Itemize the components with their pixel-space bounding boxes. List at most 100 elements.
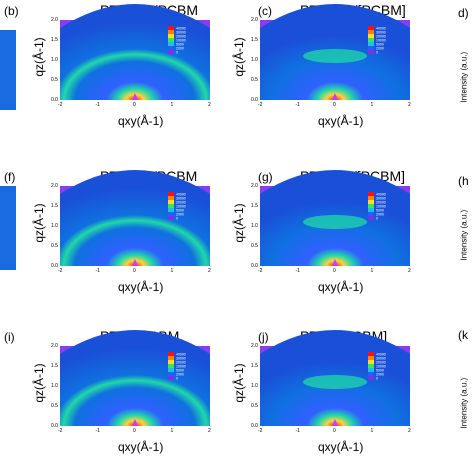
- colorbar-tick: 40000: [376, 27, 386, 31]
- colorbar-tick: 30000: [376, 197, 386, 201]
- colorbar-tick: 5000: [176, 209, 184, 213]
- y-tick: 0.5: [251, 243, 258, 249]
- colorbar-tick: 20000: [176, 35, 186, 39]
- intensity-label-top: Intensity (a.u.): [459, 51, 469, 103]
- colorbar-tick: 40000: [176, 353, 186, 357]
- y-tick: 1.5: [51, 203, 58, 209]
- y-tick: 0.0: [251, 263, 258, 269]
- y-axis-label-j: qz(Å-1): [232, 363, 246, 403]
- colorbar-tick: 30000: [176, 31, 186, 35]
- x-tick: -1: [295, 102, 300, 108]
- lamellar-arc: [303, 49, 367, 63]
- y-tick: 1.0: [251, 57, 258, 63]
- beamstop-marker: [132, 259, 138, 266]
- x-tick: 1: [370, 268, 374, 274]
- colorbar-tick: 20000: [376, 361, 386, 365]
- x-tick: 0: [133, 102, 136, 108]
- y-tick: 1.0: [51, 383, 58, 389]
- lamellar-arc: [303, 215, 367, 229]
- colorbar-tick: 0: [376, 51, 378, 55]
- x-tick: 2: [408, 102, 411, 108]
- y-tick: 0.5: [51, 77, 58, 83]
- colorbar-tick: 30000: [176, 197, 186, 201]
- colorbar-tick: 0: [176, 217, 178, 221]
- x-tick: 0: [333, 268, 336, 274]
- x-tick: 1: [370, 102, 374, 108]
- colorbar-tick: 2000: [376, 373, 384, 377]
- y-tick: 0.5: [251, 403, 258, 409]
- x-tick: 1: [170, 102, 174, 108]
- y-tick: 2.0: [51, 183, 58, 189]
- y-axis-label-i: qz(Å-1): [32, 363, 46, 403]
- x-tick: -2: [58, 268, 63, 274]
- x-tick: -1: [95, 268, 100, 274]
- colorbar-tick: 20000: [176, 201, 186, 205]
- y-axis-label-f: qz(Å-1): [32, 203, 46, 243]
- x-tick: 0: [333, 102, 336, 108]
- y-tick: 0.0: [51, 423, 58, 429]
- x-tick: -1: [95, 102, 100, 108]
- y-tick: 2.0: [251, 343, 258, 349]
- colorbar-tick: 5000: [376, 43, 384, 47]
- beamstop-marker: [132, 93, 138, 100]
- x-tick: 1: [370, 428, 374, 434]
- colorbar-tick: 10000: [376, 205, 386, 209]
- x-axis-label-j: qxy(Å-1): [318, 440, 364, 454]
- colorbar-tick: 0: [376, 217, 378, 221]
- y-tick: 1.0: [51, 57, 58, 63]
- colorbar-tick: 0: [376, 377, 378, 381]
- colorbar-tick: 5000: [176, 369, 184, 373]
- y-tick: 1.0: [251, 383, 258, 389]
- colorbar-tick: 2000: [176, 373, 184, 377]
- colorbar-tick: 0: [176, 51, 178, 55]
- panel-label-j: (j): [258, 330, 269, 344]
- edge-label-h: (h: [458, 174, 469, 188]
- y-tick: 0.0: [251, 423, 258, 429]
- x-tick: 2: [208, 428, 211, 434]
- x-tick: 0: [133, 268, 136, 274]
- colorbar-tick: 10000: [376, 39, 386, 43]
- panel-label-c: (c): [258, 4, 272, 18]
- y-tick: 1.0: [251, 223, 258, 229]
- y-axis-label-c: qz(Å-1): [232, 37, 246, 77]
- x-tick: -2: [258, 268, 263, 274]
- y-tick: 0.0: [51, 263, 58, 269]
- colorbar-tick: 0: [176, 377, 178, 381]
- y-tick: 2.0: [251, 183, 258, 189]
- scattering-region: [60, 330, 210, 426]
- x-tick: -2: [258, 102, 263, 108]
- colorbar-tick: 40000: [376, 353, 386, 357]
- scattering-region: [60, 170, 210, 266]
- left-edge-panel-mid: [0, 186, 16, 270]
- colorbar-tick: 2000: [376, 213, 384, 217]
- panel-label-b: (b): [4, 4, 19, 18]
- y-tick: 0.0: [251, 97, 258, 103]
- x-tick: -2: [58, 428, 63, 434]
- y-tick: 2.0: [251, 17, 258, 23]
- colorbar-tick: 5000: [176, 43, 184, 47]
- x-tick: -1: [295, 428, 300, 434]
- scattering-region: [60, 4, 210, 100]
- x-axis-label-g: qxy(Å-1): [318, 280, 364, 294]
- y-tick: 1.5: [51, 37, 58, 43]
- x-tick: -2: [258, 428, 263, 434]
- colorbar-tick: 2000: [176, 213, 184, 217]
- y-tick: 2.0: [51, 17, 58, 23]
- colorbar-tick: 40000: [176, 27, 186, 31]
- y-axis-label-g: qz(Å-1): [232, 203, 246, 243]
- lamellar-arc: [303, 375, 367, 389]
- colorbar-tick: 2000: [176, 47, 184, 51]
- x-tick: -1: [95, 428, 100, 434]
- x-tick: 0: [333, 428, 336, 434]
- colorbar-tick: 10000: [376, 365, 386, 369]
- intensity-label-bot: Intensity (a.u.): [459, 377, 469, 429]
